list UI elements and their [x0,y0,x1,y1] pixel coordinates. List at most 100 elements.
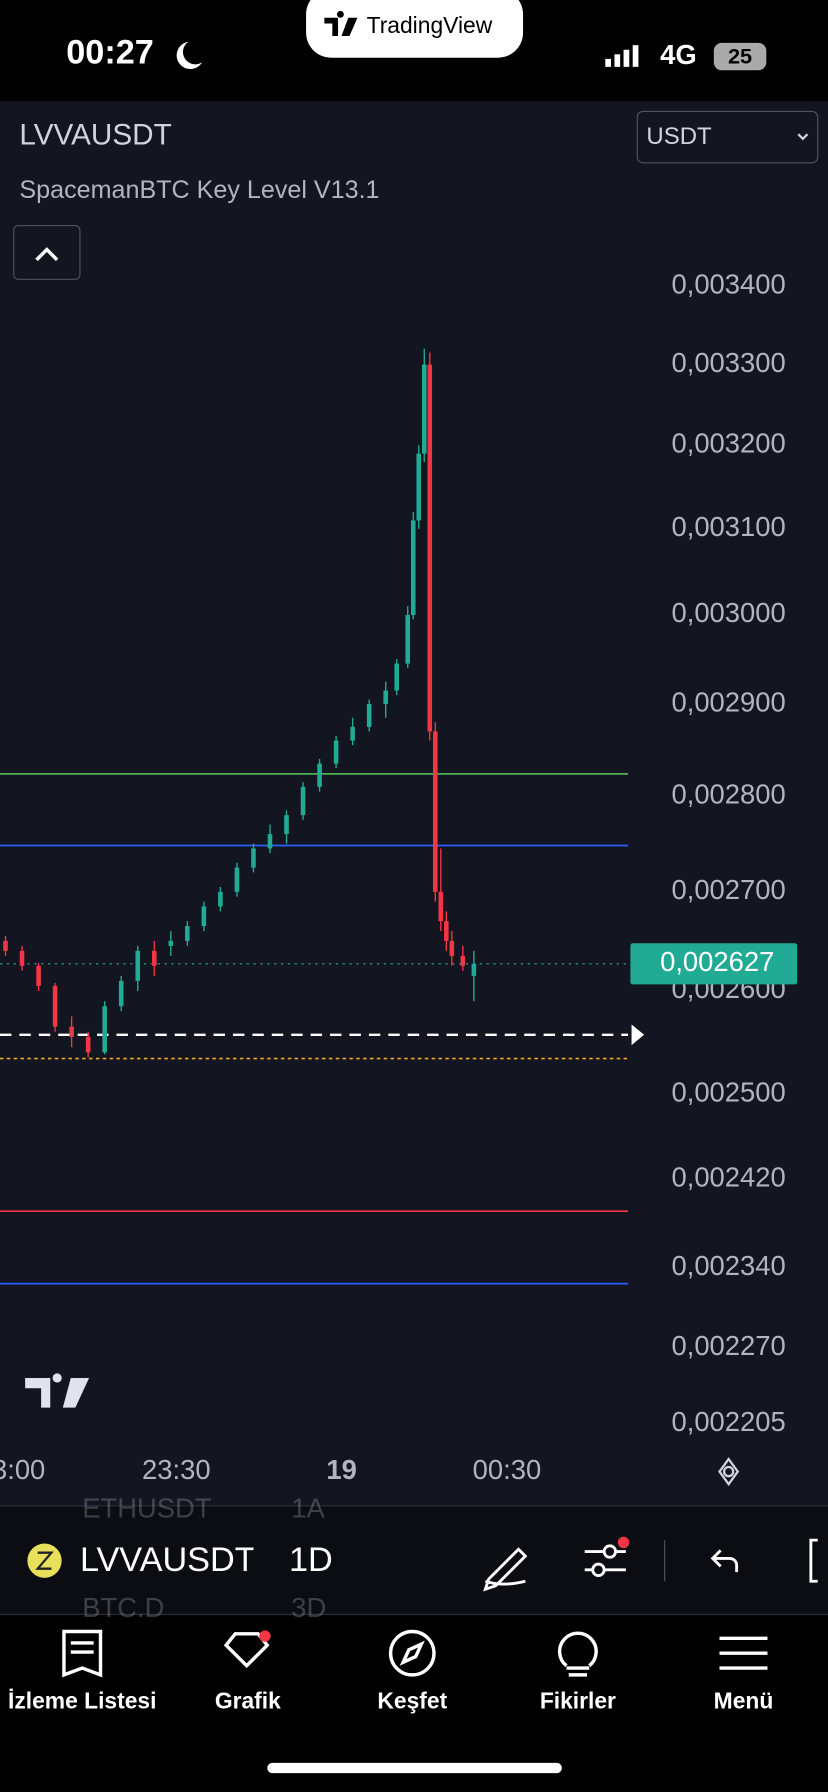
candle-body [267,834,273,849]
settings-icon[interactable] [718,1457,740,1487]
candle-body [383,690,388,705]
brand-logo [324,10,358,37]
x-tick-label: 23:00 [0,1454,45,1485]
moon-icon [176,41,203,70]
picker-ghost: 3D [291,1592,326,1623]
candle-body [218,891,223,907]
toolbar-symbol[interactable]: LVVAUSDT [80,1541,256,1579]
candle-body [118,980,124,1007]
currency: USDT [646,123,712,150]
symbol[interactable]: LVVAUSDT [19,118,171,151]
candle-body [421,364,427,454]
nav-label[interactable]: Keşfet [377,1687,447,1713]
candle-body [410,520,416,615]
x-tick-label: 23:30 [142,1454,211,1485]
candle-body [201,906,207,927]
candle-body [234,867,240,892]
candle-body [394,663,400,691]
currency-select[interactable] [636,110,819,164]
y-tick-label: 0,002700 [671,874,785,905]
candle-body [251,848,256,868]
indicator[interactable]: SpacemanBTC Key Level V13.1 [19,176,379,204]
undo-icon[interactable] [710,1549,739,1573]
candle-body [36,965,41,986]
battery-level: 25 [728,43,752,68]
toolbar [0,1505,828,1616]
brand-name: TradingView [367,12,493,38]
candle-body [444,921,449,941]
last-price-box [630,943,798,985]
candle-body [333,740,339,764]
symbol-clip: LVVAUSDT [80,1541,256,1579]
candle-body [102,1006,107,1053]
picker-ghost: ETHUSDT [82,1493,212,1524]
candle-body [449,940,455,956]
collapse-icon [35,247,59,262]
y-tick-label: 0,002800 [671,779,785,810]
signal-icon [605,45,639,67]
candle-body [471,963,477,976]
badge [259,1630,271,1642]
candle-body [433,731,438,892]
candle-body [185,926,190,941]
x-tick-label: 19 [326,1454,356,1485]
y-tick-label: 0,003100 [671,511,785,542]
watermark [25,1373,90,1408]
candle-body [416,453,422,521]
coin-glyph [35,1551,54,1570]
candle-body [300,786,306,816]
y-tick-label: 0,002205 [671,1406,785,1437]
nav-label[interactable]: Grafik [215,1687,281,1713]
plot [0,348,629,1285]
fullscreen-icon[interactable] [809,1538,818,1583]
indicators-icon[interactable] [584,1544,626,1577]
badge [617,1536,630,1549]
chart-area [0,101,828,1506]
candle-body [317,763,322,787]
settings-dot [722,1465,735,1478]
candle-body [151,950,157,966]
candle-body [3,940,8,951]
y-tick-label: 0,002270 [671,1330,785,1361]
picker-ghost: 1A [291,1493,325,1524]
draw-icon[interactable] [483,1547,528,1592]
candle-body [85,1036,91,1053]
collapse-button[interactable] [13,225,81,280]
nav-label[interactable]: Menü [714,1687,774,1713]
candle-body [168,940,174,946]
y-tick-label: 0,003300 [671,347,785,378]
candle-body [427,364,433,732]
level-arrow [631,1024,645,1046]
candle-body [69,1026,74,1037]
last-price-label: 0,002627 [660,946,774,977]
candle-body [19,950,25,966]
interval[interactable]: 1D [289,1541,333,1579]
candle-body [366,704,372,727]
y-tick-label: 0,002900 [671,686,785,717]
candle-body [405,614,411,664]
nav-bar [0,1615,828,1792]
picker-ghost: BTC.D [82,1592,164,1623]
battery [713,42,767,71]
candle-body [438,891,444,922]
candle-body [460,955,466,966]
chevron [797,133,809,141]
candle-body [350,726,355,741]
candle-body [135,950,141,981]
nav-label[interactable]: İzleme Listesi [8,1687,156,1713]
candle-body [284,815,289,835]
x-tick-label: 00:30 [473,1454,542,1485]
y-tick-label: 0,003400 [671,268,785,299]
y-tick-label: 0,002420 [671,1162,785,1193]
y-tick-label: 0,003200 [671,428,785,459]
clock: 00:27 [66,33,154,71]
network: 4G [660,39,697,70]
y-tick-label: 0,002340 [671,1250,785,1281]
y-tick-label: 0,002500 [671,1076,785,1107]
y-tick-label: 0,003000 [671,597,785,628]
candle-body [52,985,58,1027]
nav-label[interactable]: Fikirler [540,1687,616,1713]
brand-pill [306,0,524,58]
